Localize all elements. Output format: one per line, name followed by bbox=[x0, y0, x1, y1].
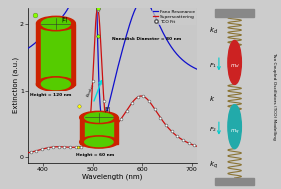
Y-axis label: Extinction (a.u.): Extinction (a.u.) bbox=[12, 57, 19, 113]
Text: $k$: $k$ bbox=[209, 94, 216, 103]
Circle shape bbox=[228, 105, 241, 149]
Text: $F_2$: $F_2$ bbox=[209, 125, 217, 134]
Text: $k_q$: $k_q$ bbox=[209, 160, 218, 171]
Text: Height = 60 nm: Height = 60 nm bbox=[76, 153, 114, 156]
Text: $m_q$: $m_q$ bbox=[230, 128, 240, 137]
Text: Height = 120 nm: Height = 120 nm bbox=[30, 93, 71, 97]
Text: Evolve: Evolve bbox=[86, 83, 96, 98]
Text: $m_d$: $m_d$ bbox=[230, 62, 240, 70]
Text: $F_1$: $F_1$ bbox=[209, 61, 217, 70]
Text: $k_d$: $k_d$ bbox=[209, 26, 219, 36]
Bar bbox=[215, 178, 254, 185]
Circle shape bbox=[228, 40, 241, 84]
Legend: Fano Resonance, Superscattering, TCO Fit: Fano Resonance, Superscattering, TCO Fit bbox=[152, 8, 196, 25]
Text: Nanodisk Diameter = 80 nm: Nanodisk Diameter = 80 nm bbox=[112, 37, 182, 41]
X-axis label: Wavelength (nm): Wavelength (nm) bbox=[82, 173, 142, 180]
Text: Two Coupled Oscillators (TCO) Modelling: Two Coupled Oscillators (TCO) Modelling bbox=[272, 52, 276, 139]
Bar bbox=[215, 9, 254, 17]
